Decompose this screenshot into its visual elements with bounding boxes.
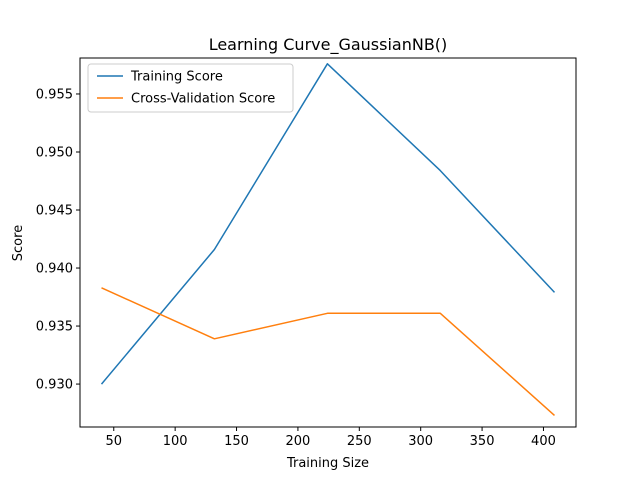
x-tick-label: 150 — [224, 434, 249, 449]
series-line-cross-validation-score — [101, 287, 555, 416]
legend-box — [87, 63, 294, 113]
y-tick-label: 0.935 — [36, 320, 73, 335]
x-tick-label: 50 — [105, 434, 122, 449]
y-axis: 0.930 0.935 0.940 0.945 0.950 0.955 — [36, 87, 80, 393]
legend: Training Score Cross-Validation Score — [87, 63, 294, 113]
y-tick-label: 0.930 — [36, 378, 73, 393]
x-tick-label: 200 — [286, 434, 311, 449]
x-tick-label: 250 — [347, 434, 372, 449]
x-tick-label: 100 — [163, 434, 188, 449]
y-tick-label: 0.945 — [36, 204, 73, 219]
x-axis-label: Training Size — [286, 456, 369, 471]
x-tick-label: 400 — [531, 434, 556, 449]
series-line-training-score — [100, 63, 556, 385]
chart-title: Learning Curve_GaussianNB() — [209, 35, 448, 55]
series-lines — [100, 63, 556, 416]
y-tick-label: 0.955 — [36, 87, 73, 102]
y-tick-label: 0.950 — [36, 145, 73, 160]
x-axis: 50 100 150 200 250 300 350 400 — [105, 427, 556, 449]
legend-entry-label: Cross-Validation Score — [131, 92, 275, 107]
y-tick-label: 0.940 — [36, 262, 73, 277]
x-tick-label: 350 — [470, 434, 495, 449]
y-axis-label: Score — [11, 225, 26, 261]
x-tick-label: 300 — [408, 434, 433, 449]
legend-entry-label: Training Score — [130, 70, 223, 85]
plot-area — [79, 57, 577, 428]
